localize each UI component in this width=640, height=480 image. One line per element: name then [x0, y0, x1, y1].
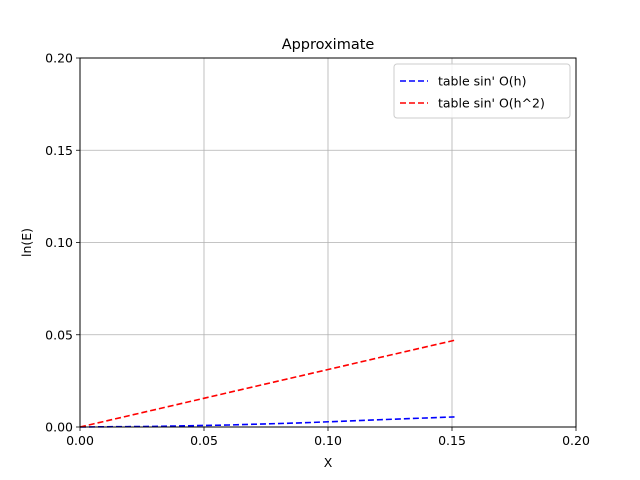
y-axis-label: ln(E) — [19, 228, 34, 257]
series-line-2 — [79, 339, 455, 428]
x-axis-label: X — [324, 455, 333, 470]
legend-label: table sin' O(h^2) — [438, 96, 545, 111]
x-tick-label: 0.20 — [562, 433, 590, 448]
ticks: 0.00 0.05 0.10 0.15 0.20 0.00 0.05 0.10 0.15 0.20 — [45, 51, 590, 449]
legend: table sin' O(h) table sin' O(h^2) — [393, 63, 571, 119]
y-tick-label: 0.05 — [45, 327, 73, 342]
y-tick-label: 0.10 — [45, 235, 73, 250]
legend-label: table sin' O(h) — [438, 74, 526, 89]
y-tick-label: 0.00 — [45, 420, 73, 435]
y-tick-label: 0.15 — [45, 143, 73, 158]
x-tick-label: 0.15 — [438, 433, 466, 448]
legend-box — [393, 63, 571, 119]
y-tick-label: 0.20 — [45, 51, 73, 66]
x-tick-label: 0.00 — [66, 433, 94, 448]
series-line-1 — [79, 416, 455, 428]
chart-title: Approximate — [282, 37, 375, 53]
x-tick-label: 0.10 — [314, 433, 342, 448]
series-group — [79, 339, 455, 428]
x-tick-label: 0.05 — [190, 433, 218, 448]
